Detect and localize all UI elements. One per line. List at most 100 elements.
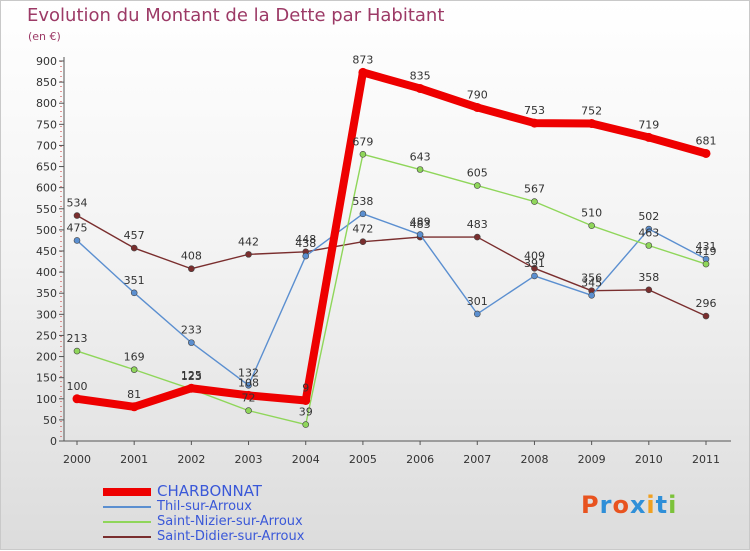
data-point — [531, 272, 538, 280]
data-point — [129, 402, 139, 412]
data-label: 534 — [67, 197, 88, 210]
data-label: 790 — [467, 88, 488, 101]
x-tick-label: 2007 — [463, 453, 491, 466]
data-point — [702, 260, 710, 268]
data-label: 431 — [696, 240, 717, 253]
data-point — [416, 166, 424, 173]
data-label: 719 — [638, 118, 659, 131]
data-point — [645, 242, 653, 249]
data-label: 567 — [524, 183, 545, 196]
x-tick-label: 2010 — [635, 453, 663, 466]
y-tick-label: 500 — [36, 224, 57, 237]
data-label: 483 — [410, 218, 431, 231]
proxiti-logo: Proxiti — [581, 491, 678, 519]
data-label: 489 — [410, 216, 431, 229]
y-tick-label: 50 — [43, 414, 57, 427]
data-point — [473, 233, 481, 241]
legend-label: Thil-sur-Arroux — [157, 499, 252, 514]
data-label: 510 — [581, 207, 602, 220]
chart-legend: CHARBONNAT Thil-sur-Arroux Saint-Nizier-su… — [103, 482, 363, 545]
data-point — [244, 390, 254, 400]
x-tick-label: 2005 — [349, 453, 377, 466]
data-point — [644, 132, 654, 142]
data-point — [531, 198, 538, 205]
data-label: 835 — [410, 69, 431, 82]
data-point — [415, 83, 425, 93]
data-label: 351 — [124, 274, 145, 287]
x-tick-label: 2002 — [177, 453, 205, 466]
data-label: 438 — [295, 237, 316, 250]
data-point — [359, 210, 367, 218]
data-label: 213 — [67, 332, 88, 345]
data-point — [701, 148, 711, 158]
data-label: 81 — [127, 388, 141, 401]
data-point — [188, 339, 195, 346]
data-label: 681 — [696, 134, 717, 147]
data-point — [359, 238, 367, 246]
data-point — [245, 251, 252, 258]
y-tick-label: 200 — [36, 351, 57, 364]
legend-label: Saint-Nizier-sur-Arroux — [157, 514, 303, 529]
data-label: 391 — [524, 257, 545, 270]
x-tick-label: 2001 — [120, 453, 148, 466]
data-point — [588, 292, 595, 299]
data-point — [245, 407, 252, 414]
data-label: 643 — [410, 151, 431, 164]
legend-label: Saint-Didier-sur-Arroux — [157, 529, 305, 544]
data-label: 233 — [181, 324, 202, 337]
legend-item: Saint-Nizier-sur-Arroux — [103, 514, 363, 530]
legend-swatch — [103, 506, 151, 508]
x-tick-label: 2003 — [235, 453, 263, 466]
data-label: 169 — [124, 351, 145, 364]
data-point — [645, 286, 653, 294]
data-point — [531, 265, 538, 272]
y-tick-label: 450 — [36, 245, 57, 258]
y-tick-label: 150 — [36, 372, 57, 385]
data-label: 873 — [352, 53, 373, 66]
data-point — [645, 225, 653, 233]
data-label: 457 — [124, 229, 145, 242]
y-tick-label: 750 — [36, 118, 57, 131]
x-tick-label: 2008 — [520, 453, 548, 466]
data-label: 538 — [352, 195, 373, 208]
chart-title: Evolution du Montant de la Dette par Hab… — [27, 5, 445, 26]
data-point — [473, 182, 481, 189]
data-point — [529, 118, 539, 128]
data-label: 463 — [638, 227, 659, 240]
data-label: 345 — [581, 276, 602, 289]
data-label: 100 — [67, 380, 88, 393]
data-label: 502 — [638, 210, 659, 223]
data-label: 358 — [638, 271, 659, 284]
data-point — [472, 102, 482, 112]
y-tick-label: 550 — [36, 203, 57, 216]
data-point — [130, 244, 138, 252]
data-label: 419 — [696, 245, 717, 258]
data-point — [416, 231, 424, 238]
data-label: 475 — [67, 221, 88, 234]
data-point — [73, 347, 81, 355]
data-point — [301, 395, 311, 405]
data-label: 123 — [181, 370, 202, 383]
y-tick-label: 100 — [36, 393, 57, 406]
data-point — [245, 381, 252, 389]
y-tick-label: 700 — [36, 139, 57, 152]
data-point — [73, 237, 81, 244]
data-point — [588, 222, 595, 229]
y-tick-label: 350 — [36, 287, 57, 300]
data-label: 356 — [581, 272, 602, 285]
y-tick-label: 800 — [36, 97, 57, 110]
data-label: 9 — [302, 381, 309, 394]
x-tick-label: 2011 — [692, 453, 720, 466]
y-tick-label: 0 — [50, 435, 57, 448]
y-tick-label: 300 — [36, 308, 57, 321]
data-point — [130, 289, 138, 297]
data-label: 296 — [696, 297, 717, 310]
data-point — [358, 67, 368, 77]
data-label: 605 — [467, 167, 488, 180]
data-label: 132 — [238, 366, 259, 379]
legend-item: Thil-sur-Arroux — [103, 499, 363, 515]
data-label: 472 — [352, 223, 373, 236]
y-tick-label: 250 — [36, 329, 57, 342]
legend-item: CHARBONNAT — [103, 482, 363, 500]
